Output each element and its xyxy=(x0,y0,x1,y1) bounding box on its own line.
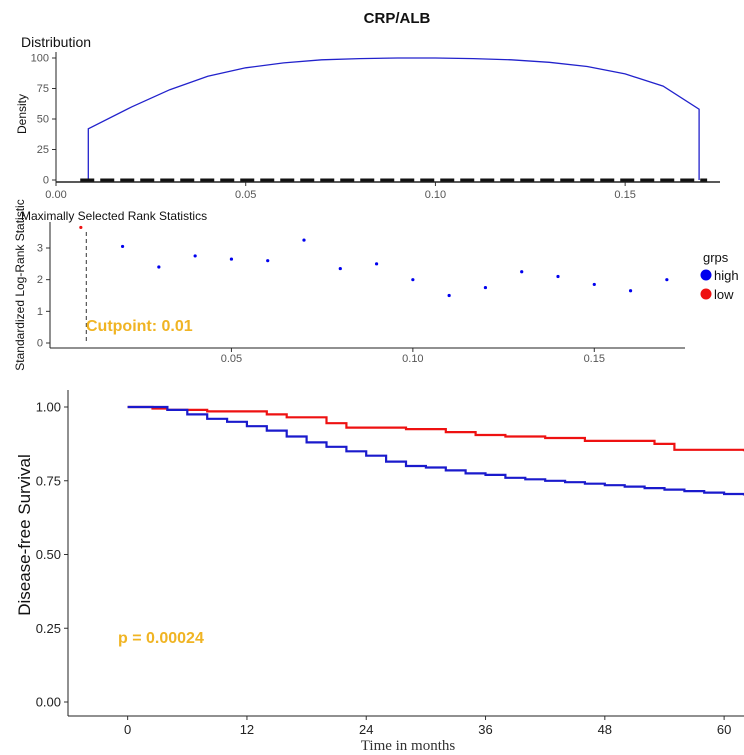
distribution-x-tick-label: 0.00 xyxy=(45,189,66,201)
maxstat-point-high xyxy=(229,257,234,261)
survival-y-axis-label: Disease-free Survival xyxy=(15,454,34,616)
distribution-x-ticks: 0.00 0.05 0.10 0.15 xyxy=(45,182,636,201)
maxstat-x-ticks: 0.05 0.10 0.15 xyxy=(221,348,605,365)
maxstat-y-axis-label: Standardized Log-Rank Statistic xyxy=(13,199,27,370)
distribution-y-tick-label: 75 xyxy=(37,83,49,95)
density-axis-label: Density xyxy=(15,94,29,134)
survival-curve-blue xyxy=(127,405,744,496)
maxstat-point-low xyxy=(79,225,83,230)
survival-x-tick-label: 36 xyxy=(478,722,492,737)
survival-x-tick-label: 24 xyxy=(359,722,373,737)
maxstat-point-high xyxy=(120,244,125,249)
survival-x-ticks: 0 12 24 36 48 60 xyxy=(124,716,731,737)
maxstat-point-high xyxy=(665,278,669,282)
cutpoint-label: Cutpoint: 0.01 xyxy=(86,318,193,335)
survival-x-tick-label: 12 xyxy=(240,722,254,737)
survival-y-tick-label: 0.00 xyxy=(36,695,61,710)
distribution-title: Distribution xyxy=(21,34,91,50)
maxstat-point-high xyxy=(483,285,488,290)
maxstat-legend: grps high low xyxy=(700,250,739,302)
maxstat-x-tick-label: 0.15 xyxy=(584,353,605,365)
distribution-y-tick-label: 100 xyxy=(31,53,49,65)
maxstat-panel: Maximally Selected Rank Statistics Stand… xyxy=(13,199,739,370)
maxstat-point-high xyxy=(193,254,197,258)
survival-panel: Disease-free Survival 0.00 0.25 0.50 0.75 1.… xyxy=(15,390,744,754)
figure-title: CRP/ALB xyxy=(364,10,431,27)
survival-x-tick-label: 60 xyxy=(717,722,731,737)
distribution-panel: Distribution Density 0 25 50 75 100 0.00 0.05… xyxy=(15,34,720,201)
survival-y-tick-label: 1.00 xyxy=(36,400,61,415)
maxstat-y-tick-label: 1 xyxy=(37,306,43,318)
survival-x-tick-label: 0 xyxy=(124,722,131,737)
survival-x-tick-label: 48 xyxy=(598,722,612,737)
maxstat-point-high xyxy=(628,289,633,293)
maxstat-point-high xyxy=(447,293,451,298)
distribution-x-tick-label: 0.10 xyxy=(425,189,446,201)
distribution-x-tick-label: 0.15 xyxy=(614,189,635,201)
density-curve xyxy=(87,57,700,180)
maxstat-x-tick-label: 0.10 xyxy=(402,353,423,365)
maxstat-point-high xyxy=(266,259,270,263)
maxstat-points xyxy=(79,225,669,298)
legend-low-label: low xyxy=(714,287,734,302)
maxstat-title: Maximally Selected Rank Statistics xyxy=(21,209,207,223)
survival-curve-red xyxy=(127,405,744,452)
maxstat-y-tick-label: 2 xyxy=(37,274,43,286)
legend-high-swatch xyxy=(700,269,712,281)
maxstat-point-high xyxy=(302,238,306,242)
legend-high-label: high xyxy=(714,268,739,283)
survival-y-tick-label: 0.75 xyxy=(36,473,61,488)
maxstat-y-tick-label: 3 xyxy=(37,243,43,255)
maxstat-y-ticks: 0 1 2 3 xyxy=(37,243,50,350)
maxstat-x-tick-label: 0.05 xyxy=(221,353,242,365)
maxstat-y-tick-label: 0 xyxy=(37,338,43,350)
maxstat-point-high xyxy=(157,265,161,269)
survival-y-tick-label: 0.50 xyxy=(36,547,61,562)
survival-x-axis-label: Time in months xyxy=(361,738,456,754)
maxstat-point-high xyxy=(556,274,560,279)
distribution-y-tick-label: 25 xyxy=(37,144,49,156)
legend-title: grps xyxy=(703,250,729,265)
survival-y-ticks: 0.00 0.25 0.50 0.75 1.00 xyxy=(36,400,68,710)
distribution-y-ticks: 0 25 50 75 100 xyxy=(31,53,56,187)
distribution-y-tick-label: 0 xyxy=(43,175,49,187)
maxstat-point-high xyxy=(411,278,415,282)
maxstat-point-high xyxy=(520,270,524,274)
distribution-x-tick-label: 0.05 xyxy=(235,189,256,201)
p-value-label: p = 0.00024 xyxy=(118,630,204,647)
maxstat-point-high xyxy=(592,282,596,287)
maxstat-point-high xyxy=(338,266,342,271)
survival-y-tick-label: 0.25 xyxy=(36,621,61,636)
distribution-y-tick-label: 50 xyxy=(37,114,49,126)
maxstat-point-high xyxy=(374,262,379,266)
legend-low-swatch xyxy=(700,288,712,300)
